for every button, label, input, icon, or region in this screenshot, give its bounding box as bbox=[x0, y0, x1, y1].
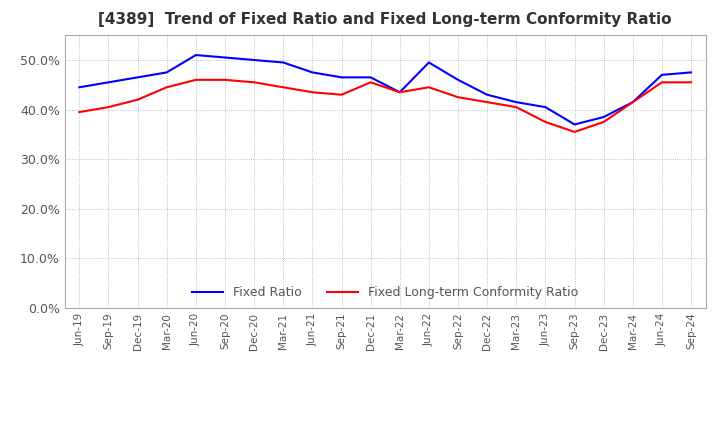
Fixed Long-term Conformity Ratio bbox=[657, 80, 666, 85]
Fixed Long-term Conformity Ratio bbox=[337, 92, 346, 97]
Fixed Ratio bbox=[599, 114, 608, 120]
Fixed Ratio bbox=[163, 70, 171, 75]
Fixed Long-term Conformity Ratio bbox=[366, 80, 375, 85]
Fixed Long-term Conformity Ratio bbox=[279, 84, 287, 90]
Fixed Ratio bbox=[629, 99, 637, 105]
Fixed Ratio bbox=[308, 70, 317, 75]
Fixed Long-term Conformity Ratio bbox=[541, 119, 550, 125]
Fixed Long-term Conformity Ratio bbox=[250, 80, 258, 85]
Fixed Ratio bbox=[657, 72, 666, 77]
Fixed Long-term Conformity Ratio bbox=[483, 99, 492, 105]
Fixed Ratio bbox=[104, 80, 113, 85]
Fixed Ratio bbox=[395, 90, 404, 95]
Fixed Long-term Conformity Ratio bbox=[75, 110, 84, 115]
Fixed Ratio bbox=[337, 75, 346, 80]
Fixed Long-term Conformity Ratio bbox=[163, 84, 171, 90]
Fixed Long-term Conformity Ratio bbox=[395, 90, 404, 95]
Line: Fixed Long-term Conformity Ratio: Fixed Long-term Conformity Ratio bbox=[79, 80, 691, 132]
Fixed Long-term Conformity Ratio bbox=[570, 129, 579, 135]
Fixed Ratio bbox=[541, 104, 550, 110]
Fixed Ratio bbox=[192, 52, 200, 58]
Fixed Long-term Conformity Ratio bbox=[512, 104, 521, 110]
Fixed Ratio bbox=[687, 70, 696, 75]
Fixed Ratio bbox=[133, 75, 142, 80]
Fixed Long-term Conformity Ratio bbox=[629, 99, 637, 105]
Fixed Ratio bbox=[220, 55, 229, 60]
Fixed Ratio bbox=[366, 75, 375, 80]
Legend: Fixed Ratio, Fixed Long-term Conformity Ratio: Fixed Ratio, Fixed Long-term Conformity … bbox=[187, 282, 583, 304]
Fixed Ratio bbox=[75, 84, 84, 90]
Fixed Long-term Conformity Ratio bbox=[687, 80, 696, 85]
Fixed Long-term Conformity Ratio bbox=[133, 97, 142, 103]
Fixed Ratio bbox=[512, 99, 521, 105]
Fixed Long-term Conformity Ratio bbox=[425, 84, 433, 90]
Fixed Long-term Conformity Ratio bbox=[104, 104, 113, 110]
Fixed Ratio bbox=[250, 57, 258, 62]
Fixed Long-term Conformity Ratio bbox=[599, 119, 608, 125]
Fixed Ratio bbox=[279, 60, 287, 65]
Line: Fixed Ratio: Fixed Ratio bbox=[79, 55, 691, 125]
Fixed Long-term Conformity Ratio bbox=[220, 77, 229, 82]
Fixed Ratio bbox=[425, 60, 433, 65]
Title: [4389]  Trend of Fixed Ratio and Fixed Long-term Conformity Ratio: [4389] Trend of Fixed Ratio and Fixed Lo… bbox=[99, 12, 672, 27]
Fixed Long-term Conformity Ratio bbox=[308, 90, 317, 95]
Fixed Long-term Conformity Ratio bbox=[192, 77, 200, 82]
Fixed Ratio bbox=[454, 77, 462, 82]
Fixed Ratio bbox=[483, 92, 492, 97]
Fixed Ratio bbox=[570, 122, 579, 127]
Fixed Long-term Conformity Ratio bbox=[454, 95, 462, 100]
